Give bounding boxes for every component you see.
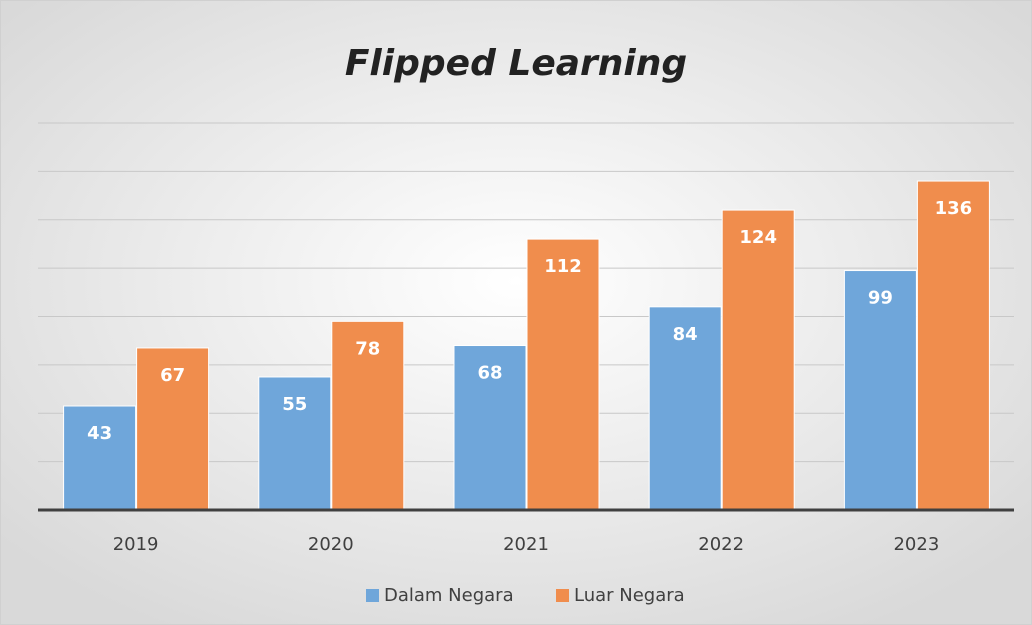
x-tick-label: 2022 xyxy=(698,534,744,555)
data-label: 43 xyxy=(87,423,112,444)
bar xyxy=(721,209,795,511)
data-label: 78 xyxy=(355,338,380,359)
data-label: 68 xyxy=(477,363,502,384)
legend-label: Luar Negara xyxy=(574,585,685,606)
x-tick-label: 2021 xyxy=(503,534,549,555)
data-label: 124 xyxy=(739,227,777,248)
legend-swatch xyxy=(366,589,379,602)
bar xyxy=(843,270,917,511)
bar xyxy=(648,306,722,511)
x-tick-label: 2020 xyxy=(308,534,354,555)
data-label: 67 xyxy=(160,365,185,386)
legend-label: Dalam Negara xyxy=(384,585,514,606)
data-label: 112 xyxy=(544,256,582,277)
data-label: 55 xyxy=(282,394,307,415)
x-tick-label: 2023 xyxy=(893,534,939,555)
data-label: 84 xyxy=(673,324,698,345)
bar xyxy=(63,405,137,511)
x-tick-label: 2019 xyxy=(113,534,159,555)
data-label: 99 xyxy=(868,288,893,309)
bar xyxy=(526,238,600,511)
legend-swatch xyxy=(556,589,569,602)
chart-title: Flipped Learning xyxy=(345,43,687,84)
data-label: 136 xyxy=(935,198,973,219)
bar xyxy=(916,180,990,511)
